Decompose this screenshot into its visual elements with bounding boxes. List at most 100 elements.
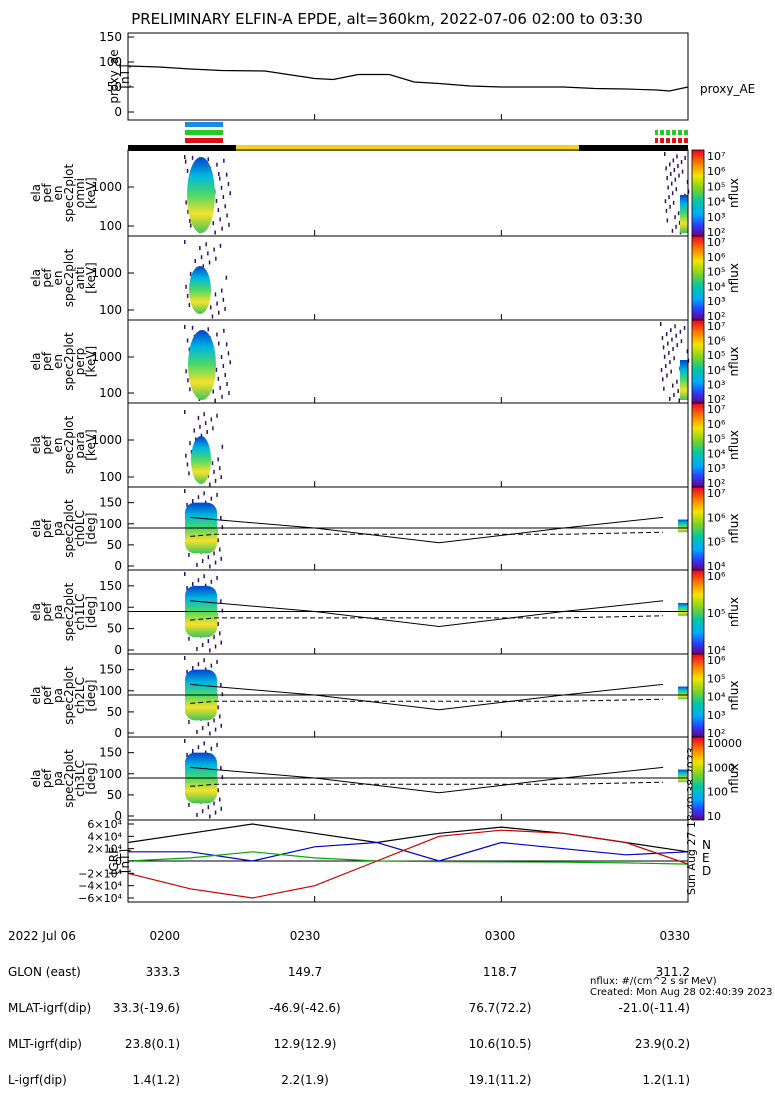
spectrogram-speckle: [195, 437, 197, 442]
spectrogram-perp-end: [680, 360, 688, 400]
spectrogram-speckle: [185, 369, 187, 374]
footer-mlat: 76.7(72.2): [468, 1001, 532, 1015]
spectrogram-speckle: [214, 644, 217, 649]
footer-label-l: L-igrf(dip): [8, 1073, 67, 1087]
spectrogram-speckle: [207, 639, 210, 644]
colorbar-tick: 10: [707, 810, 721, 823]
marker-red: [185, 138, 223, 143]
colorbar-tick: 10⁶: [707, 251, 726, 264]
spectrogram-speckle: [217, 538, 219, 543]
anti-loss-cone-line: [190, 781, 664, 787]
colorbar: [691, 149, 705, 237]
spectrogram-speckle: [187, 378, 189, 383]
spectrogram-speckle: [665, 364, 667, 369]
spectrogram-speckle: [221, 692, 224, 697]
spectrogram-speckle: [665, 166, 667, 171]
spectrogram-speckle: [209, 648, 211, 653]
ylabel-perp: [keV]: [84, 346, 98, 377]
spectrogram-speckle: [680, 339, 683, 344]
footer-glon: 149.7: [287, 965, 323, 979]
spectrogram-speckle: [671, 337, 673, 342]
marker-gap: [688, 138, 690, 143]
spectrogram-speckle: [214, 727, 217, 732]
spectrogram-speckle: [669, 162, 671, 167]
spectrogram-speckle: [681, 169, 684, 174]
spectrogram-speckle: [190, 450, 193, 454]
colorbar: [691, 486, 705, 571]
spectrogram-speckle: [220, 683, 222, 687]
igrf-total-line: [127, 823, 689, 853]
colorbar-tick: 10000: [707, 737, 742, 750]
spectrogram-speckle: [197, 495, 200, 500]
spectrogram-speckle: [672, 347, 674, 351]
spectrogram-speckle: [676, 379, 678, 384]
spectrogram-speckle: [220, 516, 222, 520]
spectrogram-speckle: [204, 667, 207, 672]
ylabel-perp: en: [51, 354, 65, 369]
colorbar-label: nflux: [727, 514, 741, 544]
ylabel-perp: pef: [40, 351, 54, 371]
spectrogram-omni-end: [680, 195, 688, 233]
spectrogram-speckle: [216, 659, 218, 664]
spectrogram-speckle: [206, 430, 208, 434]
ylabel-ch3LC: ch3LC: [73, 760, 87, 797]
footer-label-mlat: MLAT-igrf(dip): [8, 1001, 92, 1015]
spectrogram-speckle: [215, 256, 217, 261]
colorbar-tick: 10⁴: [707, 280, 726, 293]
ytick-label: 100: [99, 219, 122, 233]
spectrogram-speckle: [210, 417, 213, 422]
footer-label-date: 2022 Jul 06: [8, 929, 76, 943]
marker-gap: [658, 130, 660, 135]
spectrogram-speckle: [217, 376, 220, 381]
spectrogram-speckle: [201, 559, 204, 564]
spectrogram-speckle: [209, 482, 211, 487]
ytick-label: 6×10⁴: [87, 818, 122, 831]
spectrogram-speckle: [194, 259, 196, 263]
spectrogram-speckle: [188, 552, 190, 557]
spectrogram-speckle: [679, 329, 682, 334]
spectrogram-speckle: [214, 560, 217, 565]
colorbar-tick: 10²: [707, 310, 725, 323]
ylabel-anti: anti: [73, 267, 87, 290]
spectrogram-speckle: [197, 578, 200, 583]
spectrogram-speckle: [678, 398, 680, 403]
anti-loss-cone-line: [190, 615, 664, 621]
colorbar: [691, 235, 705, 321]
spectrogram-speckle: [229, 191, 231, 196]
spectrogram-speckle: [217, 621, 219, 626]
igrf-n-line: [128, 841, 689, 862]
ytick-label: 0: [114, 726, 122, 740]
spectrogram-speckle: [667, 341, 669, 346]
spectrogram-speckle: [220, 355, 223, 359]
spectrogram-speckle: [188, 303, 191, 308]
spectrogram-speckle: [184, 410, 186, 414]
spectrogram-speckle: [201, 726, 204, 731]
ylabel-ch2LC: spec2plot: [62, 666, 76, 725]
ytick-label: 100: [99, 470, 122, 484]
spectrogram-speckle: [185, 200, 187, 205]
colorbar-tick: 10⁴: [707, 691, 726, 704]
ylabel-ch3LC: pa: [51, 771, 65, 786]
ytick-label: −4×10⁴: [78, 880, 122, 893]
spectrogram-speckle: [222, 195, 225, 199]
spectrogram-speckle: [204, 500, 207, 505]
colorbar-tick: 10⁶: [707, 418, 726, 431]
ylabel-para: en: [51, 438, 65, 453]
spectrogram-speckle: [216, 413, 218, 418]
colorbar-label: nflux: [727, 681, 741, 711]
proxy-ae-line: [127, 65, 689, 92]
ylabel-anti: spec2plot: [62, 248, 76, 307]
spectrogram-speckle: [217, 788, 219, 793]
spectrogram-speckle: [222, 364, 225, 368]
marker-gap: [688, 130, 690, 135]
marker-gap: [658, 138, 660, 143]
spectrogram-speckle: [222, 297, 225, 302]
spectrogram-speckle: [669, 360, 671, 365]
footer-mlt: 23.9(0.2): [634, 1037, 690, 1051]
spectrogram-speckle: [207, 327, 209, 332]
colorbar-tick: 10⁵: [707, 349, 725, 362]
spectrogram-speckle: [220, 185, 223, 190]
igrf-legend-e: E: [702, 851, 710, 865]
spectrogram-speckle: [674, 324, 676, 329]
spectrogram-speckle: [203, 741, 205, 746]
